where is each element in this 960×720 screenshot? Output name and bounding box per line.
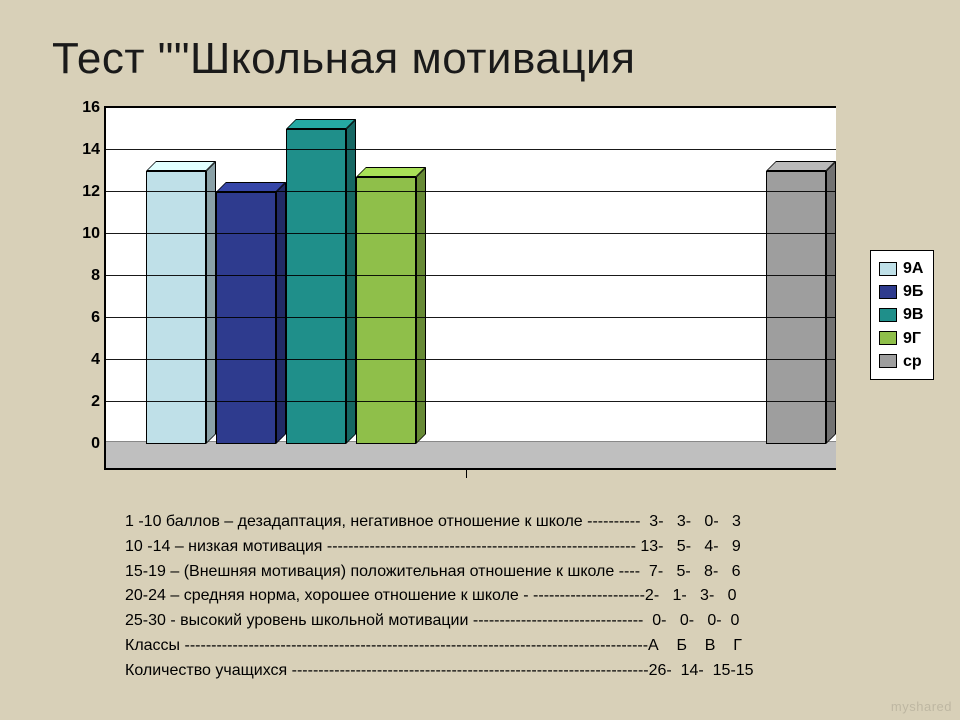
- legend-item: 9Г: [879, 327, 923, 350]
- chart-bars: [106, 108, 836, 444]
- watermark: myshared: [891, 699, 952, 714]
- y-tick-label: 4: [91, 351, 106, 369]
- chart-gridline: [106, 191, 836, 192]
- legend-swatch: [879, 354, 897, 368]
- y-tick-label: 14: [82, 141, 106, 159]
- y-tick-label: 6: [91, 309, 106, 327]
- legend-item: 9Б: [879, 280, 923, 303]
- bar-side: [416, 167, 426, 444]
- bar-side: [346, 119, 356, 444]
- bar-front: [146, 171, 206, 444]
- legend-swatch: [879, 331, 897, 345]
- bar-front: [356, 177, 416, 444]
- legend-label: 9Г: [903, 327, 921, 350]
- legend-item: 9В: [879, 303, 923, 326]
- chart-gridline: [106, 359, 836, 360]
- chart-gridline: [106, 275, 836, 276]
- legend-label: ср: [903, 350, 922, 373]
- chart-bar: [146, 171, 206, 444]
- chart-gridline: [106, 149, 836, 150]
- chart-gridline: [106, 233, 836, 234]
- chart-legend: 9А9Б9В9Гср: [870, 250, 934, 380]
- chart-gridline: [106, 401, 836, 402]
- legend-label: 9А: [903, 257, 923, 280]
- bar-top: [766, 161, 836, 171]
- bar-side: [276, 182, 286, 444]
- chart-bar: [766, 171, 826, 444]
- chart-gridline: [106, 317, 836, 318]
- y-tick-label: 0: [91, 435, 106, 453]
- y-tick-label: 16: [82, 99, 106, 117]
- bar-chart: 0 2 4 6 8 10 12 14 16: [68, 100, 848, 490]
- chart-bar: [216, 192, 276, 444]
- y-tick-label: 12: [82, 183, 106, 201]
- legend-label: 9Б: [903, 280, 923, 303]
- legend-swatch: [879, 308, 897, 322]
- legend-item: 9А: [879, 257, 923, 280]
- chart-gridline: [106, 107, 836, 108]
- chart-plot: 0246810121416: [104, 106, 836, 470]
- bar-top: [356, 167, 426, 177]
- bar-front: [766, 171, 826, 444]
- y-tick-label: 8: [91, 267, 106, 285]
- x-tick: [466, 470, 467, 478]
- bar-top: [286, 119, 356, 129]
- page-title: Тест ""Школьная мотивация: [52, 34, 635, 84]
- legend-label: 9В: [903, 303, 923, 326]
- description-block: 1 -10 баллов – дезадаптация, негативное …: [125, 510, 885, 684]
- slide: Тест ""Школьная мотивация 0246810121416 …: [0, 0, 960, 720]
- bar-front: [216, 192, 276, 444]
- chart-floor: [106, 441, 836, 470]
- y-tick-label: 10: [82, 225, 106, 243]
- legend-item: ср: [879, 350, 923, 373]
- y-tick-label: 2: [91, 393, 106, 411]
- bar-top: [146, 161, 216, 171]
- bar-front: [286, 129, 346, 444]
- legend-swatch: [879, 262, 897, 276]
- chart-bar: [356, 177, 416, 444]
- chart-bar: [286, 129, 346, 444]
- legend-swatch: [879, 285, 897, 299]
